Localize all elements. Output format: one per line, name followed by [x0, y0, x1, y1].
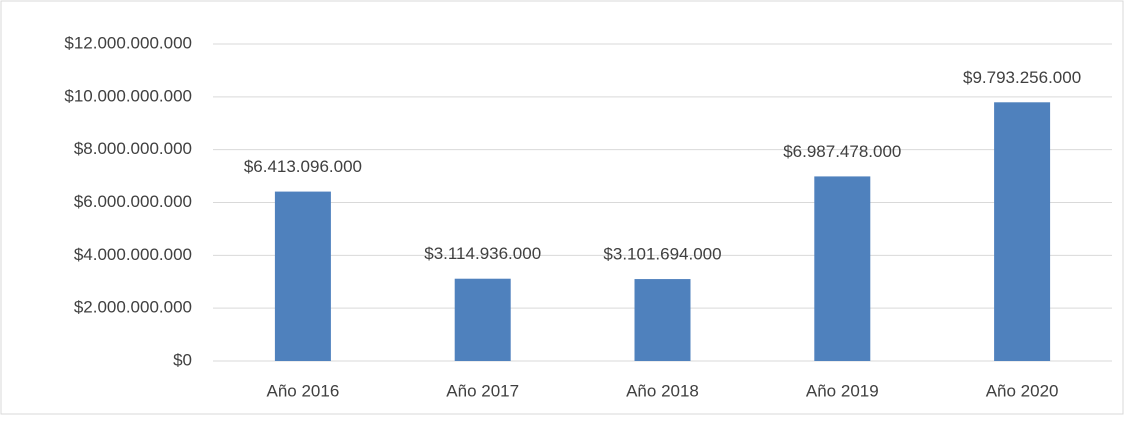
value-label: $9.793.256.000: [963, 68, 1081, 87]
value-label: $6.987.478.000: [783, 142, 901, 161]
value-label: $3.114.936.000: [424, 244, 541, 263]
x-tick-label: Año 2017: [446, 381, 519, 400]
x-tick-label: Año 2020: [986, 381, 1059, 400]
y-tick-label: $0: [173, 350, 192, 369]
y-tick-label: $8.000.000.000: [74, 139, 192, 158]
y-tick-label: $12.000.000.000: [64, 33, 192, 52]
x-tick-label: Año 2016: [267, 381, 340, 400]
y-tick-label: $2.000.000.000: [74, 298, 192, 317]
bar: [994, 102, 1051, 361]
bar: [274, 191, 331, 361]
chart-border: [0, 0, 1124, 415]
bar: [814, 176, 871, 361]
x-tick-label: Año 2019: [806, 381, 879, 400]
bar: [634, 279, 691, 361]
value-label: $6.413.096.000: [244, 157, 362, 176]
bar: [454, 278, 511, 361]
y-tick-label: $6.000.000.000: [74, 192, 192, 211]
y-tick-label: $4.000.000.000: [74, 245, 192, 264]
x-tick-label: Año 2018: [626, 381, 699, 400]
value-label: $3.101.694.000: [603, 245, 721, 264]
y-tick-label: $10.000.000.000: [64, 86, 192, 105]
